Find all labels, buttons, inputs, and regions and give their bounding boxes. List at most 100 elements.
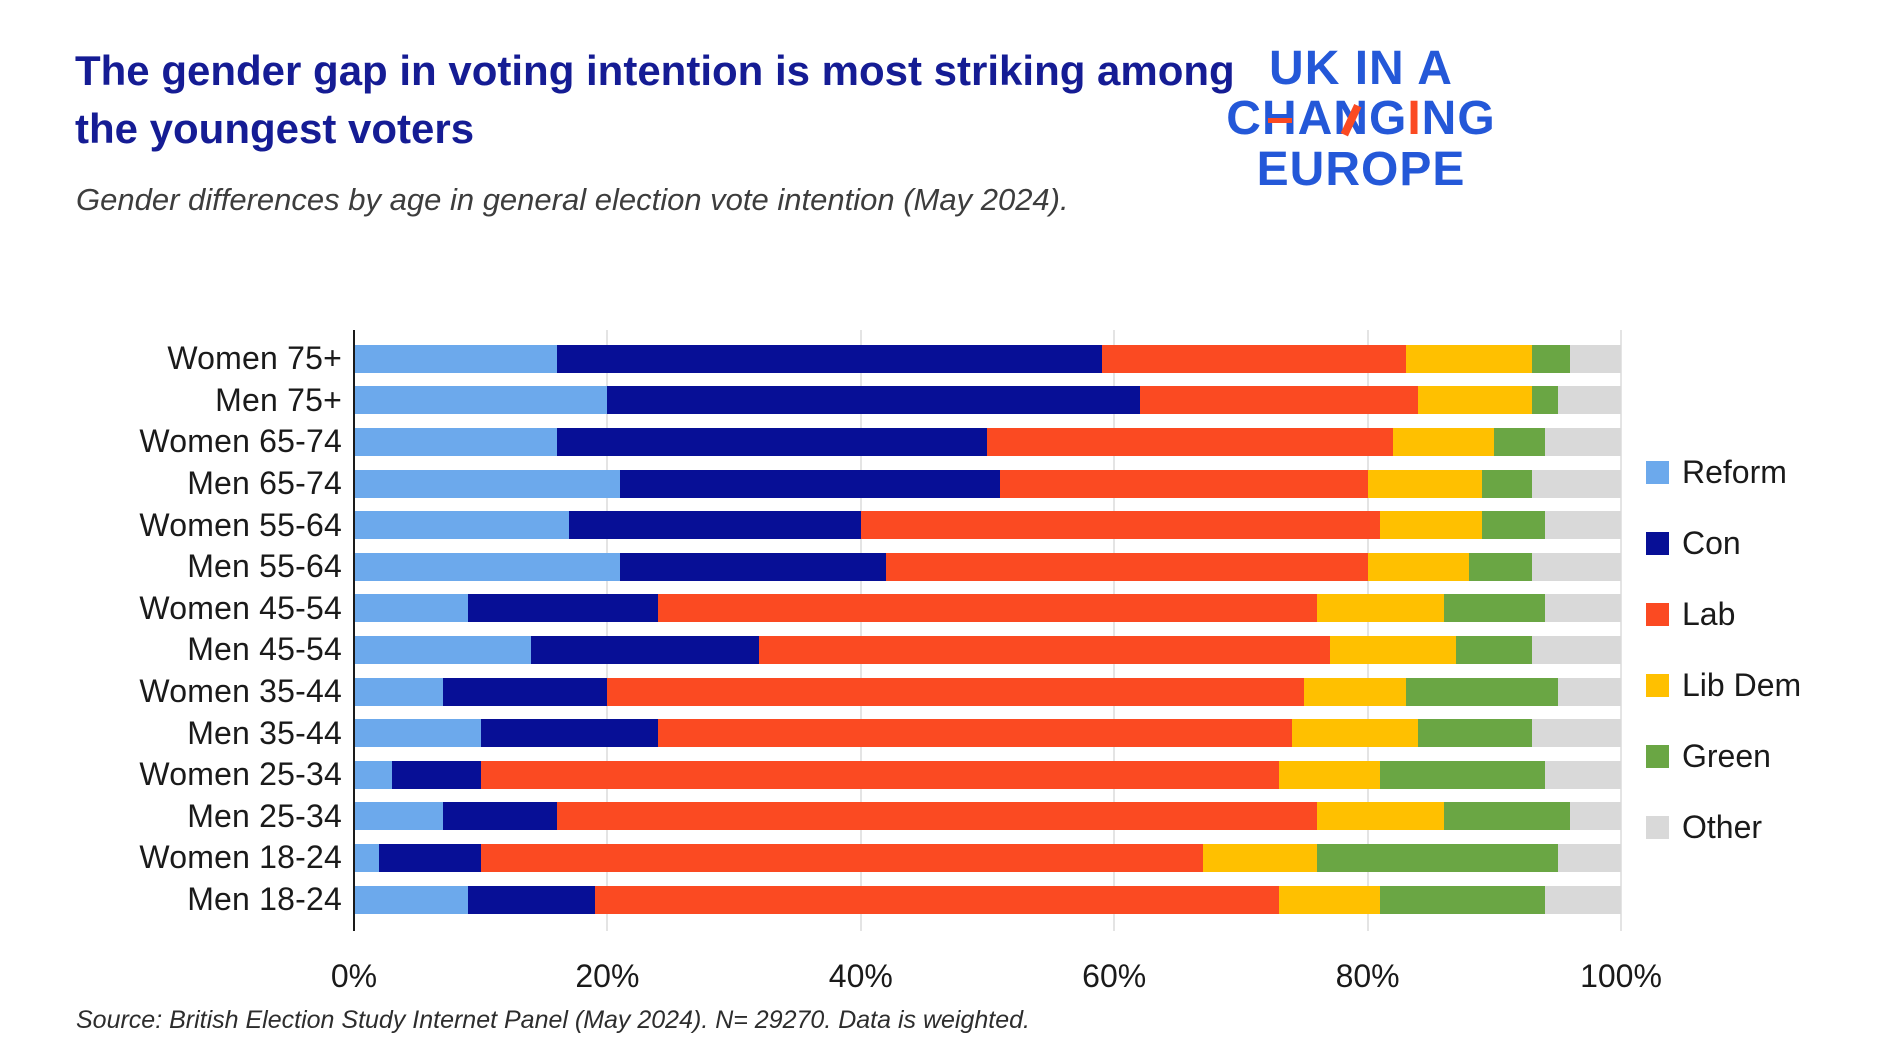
- bar-row: [354, 546, 1621, 588]
- legend-item-lib-dem: Lib Dem: [1646, 665, 1801, 706]
- bar-segment-lab: [860, 511, 1381, 540]
- legend-swatch-con: [1646, 532, 1669, 555]
- bar-segment-reform: [354, 344, 557, 373]
- legend-label: Reform: [1682, 454, 1787, 490]
- legend-swatch-reform: [1646, 461, 1669, 484]
- bar-segment-lab: [594, 885, 1279, 914]
- legend-swatch-green: [1646, 745, 1669, 768]
- legend-label: Con: [1682, 525, 1741, 561]
- bar-segment-con: [480, 719, 659, 748]
- bar-segment-lib-dem: [1392, 427, 1495, 456]
- bar-row: [354, 629, 1621, 671]
- x-axis-tick: 80%: [1335, 958, 1400, 994]
- y-axis-label: Men 65-74: [187, 465, 342, 502]
- bar-segment-lib-dem: [1329, 635, 1457, 664]
- bar-segment-con: [468, 594, 659, 623]
- stacked-bar: [354, 719, 1621, 748]
- bar-segment-reform: [354, 552, 621, 581]
- bar-segment-reform: [354, 802, 443, 831]
- row-labels: Women 75+ Men 75+ Women 65-74 Men 65-74 Wome…: [75, 338, 342, 920]
- legend-item-green: Green: [1646, 736, 1801, 777]
- stacked-bar: [354, 552, 1621, 581]
- bar-segment-reform: [354, 677, 443, 706]
- stacked-bar-chart: Women 75+ Men 75+ Women 65-74 Men 65-74 Wome…: [75, 330, 1662, 1030]
- bar-segment-lib-dem: [1405, 344, 1533, 373]
- bar-segment-reform: [354, 427, 557, 456]
- bar-segment-green: [1405, 677, 1558, 706]
- stacked-bar: [354, 427, 1621, 456]
- y-axis-label: Women 45-54: [139, 589, 342, 626]
- page-title: The gender gap in voting intention is mo…: [75, 42, 1235, 158]
- y-axis-label: Men 35-44: [187, 714, 342, 751]
- logo-letter: A: [1297, 92, 1334, 146]
- bar-row: [354, 421, 1621, 463]
- logo-letter: G: [1368, 92, 1408, 146]
- legend-label: Lab: [1682, 596, 1736, 632]
- y-axis-label: Women 18-24: [139, 839, 342, 876]
- bar-segment-green: [1456, 635, 1533, 664]
- y-axis-label: Men 55-64: [187, 548, 342, 585]
- bar-segment-lab: [658, 719, 1292, 748]
- y-axis-label: Women 75+: [167, 340, 342, 377]
- bar-segment-lab: [1101, 344, 1406, 373]
- bar-segment-lib-dem: [1291, 719, 1419, 748]
- bar-row: [354, 671, 1621, 713]
- bar-rows: [354, 338, 1621, 920]
- legend-swatch-lib-dem: [1646, 674, 1669, 697]
- legend-item-other: Other: [1646, 807, 1801, 848]
- bar-segment-reform: [354, 885, 469, 914]
- bar-segment-con: [531, 635, 760, 664]
- x-axis: 0% 20% 40% 60% 80% 100%: [331, 958, 1662, 1003]
- y-axis-label: Women 65-74: [139, 423, 342, 460]
- bar-segment-lib-dem: [1278, 885, 1381, 914]
- bar-segment-reform: [354, 469, 621, 498]
- legend-item-lab: Lab: [1646, 594, 1801, 635]
- bar-segment-green: [1481, 511, 1545, 540]
- title-line-1: The gender gap in voting intention is mo…: [75, 47, 1235, 94]
- bar-segment-lib-dem: [1202, 843, 1317, 872]
- gridline: [859, 330, 862, 931]
- y-axis-label: Men 25-34: [187, 797, 342, 834]
- bar-segment-other: [1544, 427, 1621, 456]
- bar-segment-reform: [354, 386, 608, 415]
- bar-segment-other: [1557, 843, 1621, 872]
- x-axis-tick: 100%: [1580, 958, 1662, 994]
- bar-segment-other: [1557, 386, 1621, 415]
- y-axis-label: Men 75+: [215, 381, 342, 418]
- stacked-bar: [354, 469, 1621, 498]
- bar-segment-other: [1570, 344, 1621, 373]
- bar-segment-other: [1544, 885, 1621, 914]
- gridline: [606, 330, 609, 931]
- legend-label: Green: [1682, 738, 1771, 774]
- bar-segment-green: [1532, 344, 1571, 373]
- stacked-bar: [354, 635, 1621, 664]
- bar-segment-lab: [607, 677, 1305, 706]
- x-axis-tick: 60%: [1082, 958, 1147, 994]
- bar-row: [354, 712, 1621, 754]
- bar-row: [354, 879, 1621, 921]
- bar-row: [354, 754, 1621, 796]
- y-axis-label: Women 25-34: [139, 756, 342, 793]
- x-axis-tick: 40%: [828, 958, 893, 994]
- bar-segment-reform: [354, 719, 481, 748]
- bar-segment-lib-dem: [1367, 469, 1482, 498]
- bar-segment-lab: [886, 552, 1368, 581]
- title-line-2: the youngest voters: [75, 104, 475, 152]
- legend: Reform Con Lab Lib Dem Green Other: [1646, 452, 1801, 848]
- y-axis-label: Women 35-44: [139, 673, 342, 710]
- bar-segment-lib-dem: [1316, 802, 1444, 831]
- stacked-bar: [354, 344, 1621, 373]
- bar-row: [354, 837, 1621, 879]
- stacked-bar: [354, 677, 1621, 706]
- x-axis-tick: 20%: [575, 958, 640, 994]
- y-axis-label: Men 18-24: [187, 881, 342, 918]
- bar-segment-other: [1532, 635, 1621, 664]
- bar-segment-green: [1468, 552, 1533, 581]
- logo-letter: N: [1421, 92, 1458, 146]
- gridline: [1113, 330, 1116, 931]
- logo-letter: G: [1457, 92, 1496, 146]
- source-note: Source: British Election Study Internet …: [76, 1006, 1030, 1034]
- legend-item-con: Con: [1646, 523, 1801, 564]
- bar-segment-reform: [354, 843, 380, 872]
